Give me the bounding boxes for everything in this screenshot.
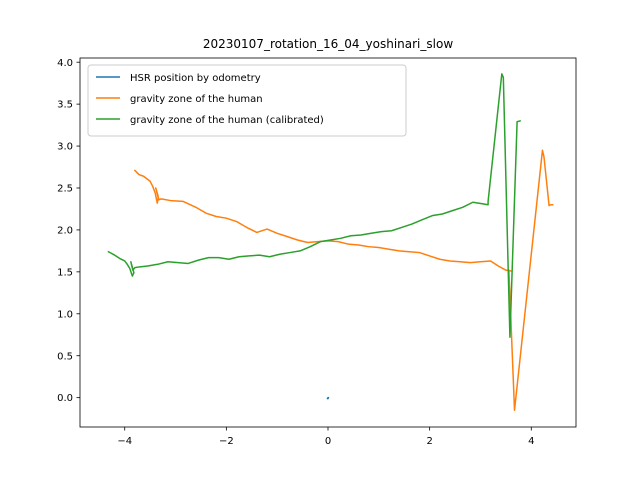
y-tick-label: 3.0	[57, 142, 73, 153]
legend-label-2: gravity zone of the human (calibrated)	[130, 115, 324, 126]
x-tick-label: 2	[426, 436, 432, 447]
y-tick-label: 1.5	[57, 267, 73, 278]
x-tick-label: −4	[117, 436, 132, 447]
y-tick-label: 2.0	[57, 226, 73, 237]
axes: −4 −2 0 2 4 0.0 0.5 1.0 1.5 2.0 2.5 3.0 3.5 4.0	[57, 57, 577, 447]
y-tick-label: 2.5	[57, 184, 73, 195]
x-tick-label: −2	[219, 436, 234, 447]
legend-box	[87, 64, 407, 137]
y-tick-label: 3.5	[57, 100, 73, 111]
legend-label-0: HSR position by odometry	[130, 73, 261, 84]
y-tick-label: 4.0	[57, 58, 73, 69]
y-tick-label: 0.5	[57, 351, 73, 362]
y-tick-label: 0.0	[57, 393, 73, 404]
series-group	[107, 73, 554, 411]
series-line-0	[326, 396, 330, 400]
legend-label-1: gravity zone of the human	[130, 94, 263, 105]
legend: HSR position by odometry gravity zone of …	[87, 64, 407, 137]
x-tick-label: 0	[325, 436, 331, 447]
series-line-2	[107, 73, 522, 339]
y-tick-label: 1.0	[57, 309, 73, 320]
plot-area	[107, 73, 554, 411]
x-tick-label: 4	[528, 436, 534, 447]
chart-title: 20230107_rotation_16_04_yoshinari_slow	[203, 37, 453, 51]
